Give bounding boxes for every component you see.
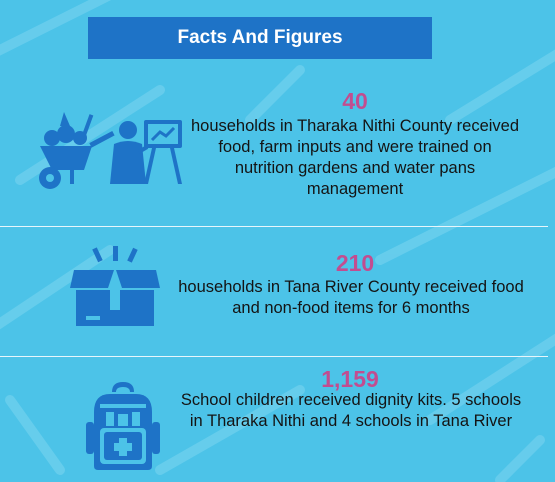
facts-banner: Facts And Figures: [88, 17, 432, 59]
wheelbarrow-and-trainer-icon: [39, 112, 182, 189]
fact-description: School children received dignity kits. 5…: [180, 391, 522, 430]
fact-description: households in Tharaka Nithi County recei…: [190, 117, 520, 198]
section-divider: [0, 356, 548, 357]
fact-number: 40: [342, 88, 368, 114]
fact-number: 1,159: [321, 366, 379, 392]
backpack-icon: [86, 382, 160, 470]
banner-title: Facts And Figures: [177, 27, 343, 48]
open-box-icon: [70, 246, 160, 326]
fact-description: households in Tana River County received…: [178, 278, 524, 317]
fact-number: 210: [335, 250, 375, 276]
section-divider: [0, 226, 548, 227]
